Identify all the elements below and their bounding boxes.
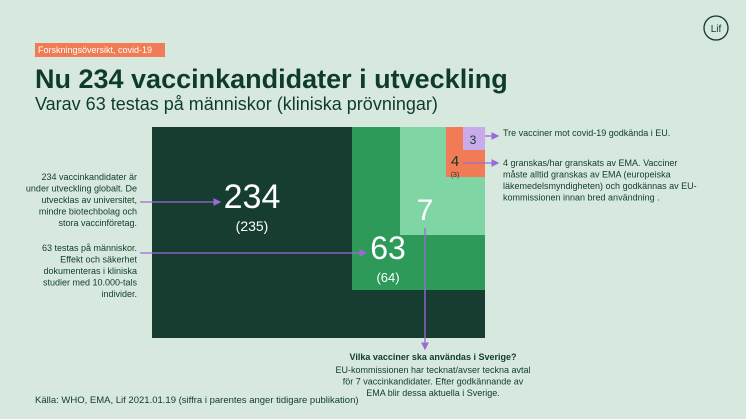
annotations: 234 vaccinkandidater är under utveckling … — [26, 128, 697, 398]
box-previous: (235) — [236, 218, 269, 234]
logo: Lif — [711, 24, 722, 35]
annotation-line: EMA blir dessa aktuella i Sverige. — [366, 388, 500, 398]
annotation-line: utvecklas av universitet, — [41, 195, 137, 205]
subtitle: Varav 63 testas på människor (kliniska p… — [35, 94, 438, 114]
annotation-line: läkemedelsmyndigheten) och godkännas av … — [503, 181, 697, 191]
box-value: 234 — [224, 178, 281, 216]
annotation-line: under utveckling globalt. De — [26, 184, 137, 194]
annotation-line: EU-kommissionen har tecknat/avser teckna… — [335, 365, 530, 375]
annotation-line: studier med 10.000-tals — [43, 278, 138, 288]
box-previous: (64) — [376, 270, 399, 285]
annotation-line: måste alltid granskas av EMA (europeiska — [503, 170, 671, 180]
annotation-line: Tre vacciner mot covid-19 godkända i EU. — [503, 128, 670, 138]
annotation-line: 234 vaccinkandidater är — [41, 172, 137, 182]
box-previous: (3) — [451, 172, 460, 179]
tag-bg — [35, 43, 165, 57]
annotation-line: dokumenteras i kliniska — [43, 266, 137, 276]
box-value: 3 — [470, 133, 477, 147]
annotation-line: stora vaccinföretag. — [58, 218, 137, 228]
annotation-line: Effekt och säkerhet — [60, 255, 137, 265]
annotation-line: individer. — [101, 289, 137, 299]
source: Källa: WHO, EMA, Lif 2021.01.19 (siffra … — [35, 395, 359, 406]
box-3 — [463, 127, 485, 150]
annotation-line: 4 granskas/har granskats av EMA. Vaccine… — [503, 158, 677, 168]
annotation-line: för 7 vaccinkandidater. Efter godkännand… — [343, 377, 524, 387]
annotation-line: mindre biotechbolag och — [39, 207, 137, 217]
annotation-line: kommissionen innan bred användning . — [503, 193, 660, 203]
logo-ring — [703, 15, 729, 41]
annotation-heading: Vilka vacciner ska användas i Sverige? — [350, 352, 517, 362]
box-value: 7 — [417, 194, 434, 227]
tag: Forskningsöversikt, covid-19 — [38, 45, 152, 55]
box-value: 4 — [451, 153, 459, 170]
annotation-line: 63 testas på människor. — [42, 243, 137, 253]
box-value: 63 — [370, 230, 406, 266]
title: Nu 234 vaccinkandidater i utveckling — [35, 64, 508, 94]
